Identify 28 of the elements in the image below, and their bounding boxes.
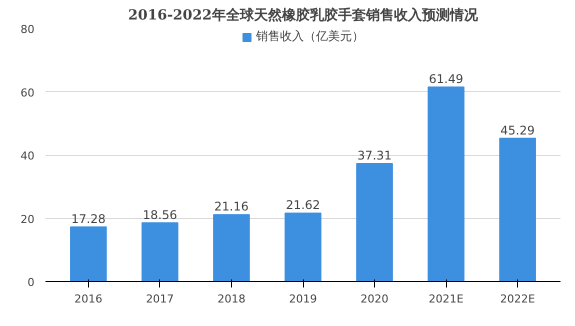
data-label: 37.31 <box>357 148 392 163</box>
legend-label: 销售收入（亿美元） <box>256 28 364 45</box>
y-tick-label: 40 <box>20 150 35 162</box>
data-label: 21.62 <box>286 198 320 212</box>
data-label: 61.49 <box>428 72 464 86</box>
data-label: 45.29 <box>500 123 535 138</box>
y-tick-label: 20 <box>20 212 35 226</box>
x-tick-label: 2020 <box>360 292 389 306</box>
y-tick-label: 0 <box>28 276 34 289</box>
bar <box>356 163 393 282</box>
data-label: 21.16 <box>214 200 249 214</box>
x-tick-label: 2017 <box>146 292 174 306</box>
data-label: 17.28 <box>71 212 106 226</box>
chart-title: 2016-2022年全球天然橡胶乳胶手套销售收入预测情况 <box>128 6 479 24</box>
y-tick-label: 60 <box>20 86 35 100</box>
bar <box>142 222 178 282</box>
x-tick-label: 2016 <box>74 292 102 306</box>
data-label: 18.56 <box>142 208 178 222</box>
y-tick-label: 80 <box>20 23 35 36</box>
bar <box>428 86 464 282</box>
x-tick-label: 2019 <box>289 292 318 306</box>
bar <box>284 212 322 282</box>
x-tick-label: 2018 <box>217 292 246 306</box>
bar <box>70 226 107 282</box>
bar <box>213 214 250 282</box>
bar <box>499 138 536 282</box>
x-tick-label: 2022E <box>500 292 536 306</box>
x-tick-label: 2021E <box>428 292 464 306</box>
